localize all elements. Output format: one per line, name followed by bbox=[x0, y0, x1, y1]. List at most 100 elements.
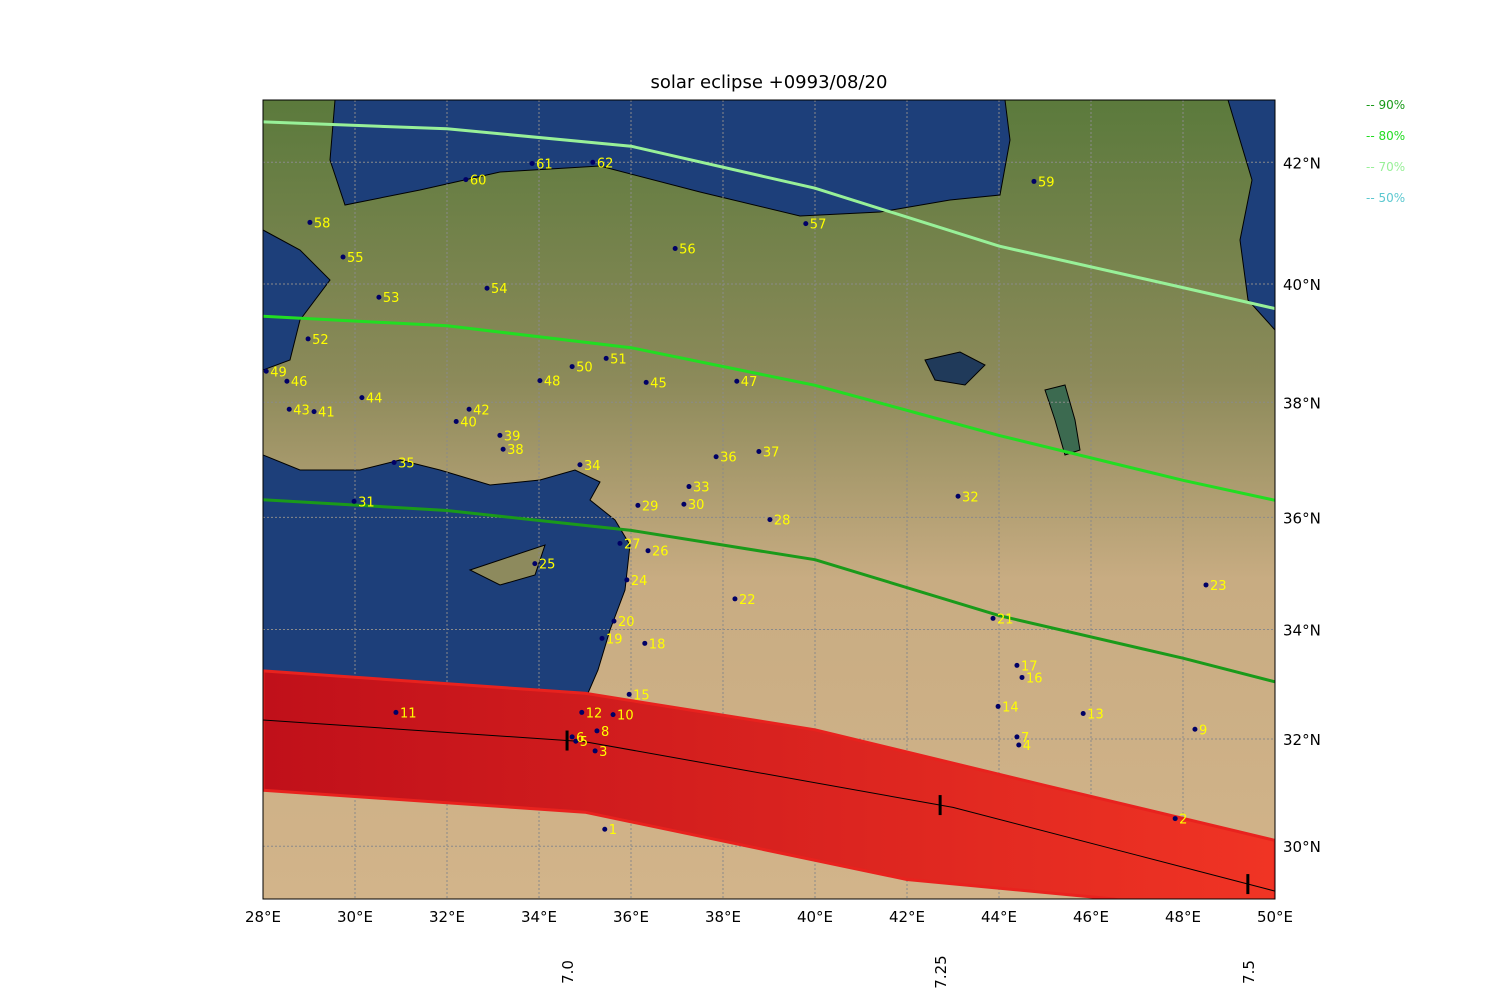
place-label: 34 bbox=[584, 459, 601, 474]
x-tick-label: 32°E bbox=[429, 908, 465, 926]
y-tick-label: 42°N bbox=[1283, 154, 1321, 172]
x-tick-label: 42°E bbox=[889, 908, 925, 926]
place-marker bbox=[643, 379, 649, 385]
aegean-sea bbox=[263, 229, 331, 371]
place-marker bbox=[603, 355, 609, 361]
y-tick-label: 40°N bbox=[1283, 276, 1321, 294]
place-marker bbox=[645, 548, 651, 554]
place-marker bbox=[537, 378, 543, 384]
place-label: 2 bbox=[1179, 813, 1187, 828]
legend-entry: -- 90% bbox=[1366, 98, 1405, 112]
place-label: 19 bbox=[606, 632, 623, 647]
place-marker bbox=[569, 364, 575, 370]
legend-entry: -- 50% bbox=[1366, 191, 1405, 205]
place-marker bbox=[351, 498, 357, 504]
place-marker bbox=[463, 177, 469, 183]
place-label: 9 bbox=[1199, 723, 1207, 738]
place-label: 42 bbox=[473, 403, 490, 418]
place-label: 50 bbox=[576, 361, 593, 376]
place-label: 41 bbox=[318, 406, 335, 421]
x-tick-label: 48°E bbox=[1165, 908, 1201, 926]
place-label: 4 bbox=[1023, 739, 1031, 754]
place-marker bbox=[592, 748, 598, 754]
place-label: 53 bbox=[383, 291, 400, 306]
place-marker bbox=[1192, 726, 1198, 732]
place-label: 22 bbox=[739, 593, 756, 608]
cyprus bbox=[468, 544, 546, 586]
place-marker bbox=[617, 540, 623, 546]
data-layers bbox=[263, 120, 1275, 899]
place-label: 8 bbox=[601, 725, 609, 740]
x-tick-label: 40°E bbox=[797, 908, 833, 926]
place-label: 18 bbox=[649, 637, 666, 652]
place-label: 5 bbox=[580, 735, 588, 750]
place-marker bbox=[1019, 674, 1025, 680]
place-label: 27 bbox=[624, 537, 641, 552]
place-label: 56 bbox=[679, 243, 696, 258]
place-marker bbox=[393, 709, 399, 715]
place-label: 32 bbox=[962, 490, 979, 505]
place-label: 37 bbox=[763, 446, 780, 461]
place-marker bbox=[284, 378, 290, 384]
place-marker bbox=[1080, 711, 1086, 717]
place-marker bbox=[756, 449, 762, 455]
place-marker bbox=[594, 728, 600, 734]
place-label: 15 bbox=[633, 688, 650, 703]
place-label: 47 bbox=[741, 375, 758, 390]
place-label: 57 bbox=[810, 218, 827, 233]
place-label: 3 bbox=[599, 745, 607, 760]
eclipse-center-line bbox=[263, 719, 1275, 892]
place-marker bbox=[359, 395, 365, 401]
y-tick-label: 32°N bbox=[1283, 731, 1321, 749]
place-label: 21 bbox=[997, 612, 1014, 627]
place-marker bbox=[642, 640, 648, 646]
x-tick-label: 34°E bbox=[521, 908, 557, 926]
place-marker bbox=[484, 285, 490, 291]
place-label: 25 bbox=[539, 558, 556, 573]
place-marker bbox=[376, 294, 382, 300]
place-label: 36 bbox=[720, 451, 737, 466]
contour-line bbox=[263, 120, 1275, 311]
place-label: 24 bbox=[631, 574, 648, 589]
place-label: 61 bbox=[536, 158, 553, 173]
labels: 28°E 30°E 32°E 34°E 36°E 38°E 40°E 42°E 44°E 46°E… bbox=[245, 154, 1321, 988]
place-marker bbox=[1172, 816, 1178, 822]
place-label: 58 bbox=[314, 216, 331, 231]
lake-van bbox=[924, 351, 986, 386]
place-label: 54 bbox=[491, 282, 508, 297]
place-marker bbox=[311, 409, 317, 415]
eclipse-band bbox=[263, 669, 1275, 899]
place-label: 12 bbox=[586, 706, 603, 721]
place-label: 17 bbox=[1021, 659, 1038, 674]
place-marker bbox=[1031, 178, 1037, 184]
place-marker bbox=[990, 615, 996, 621]
place-label: 16 bbox=[1026, 671, 1043, 686]
place-marker bbox=[599, 635, 605, 641]
time-tick-label: 7.0 bbox=[559, 960, 577, 984]
place-marker bbox=[529, 161, 535, 167]
place-label: 29 bbox=[642, 499, 659, 514]
place-label: 51 bbox=[610, 352, 627, 367]
place-marker bbox=[577, 462, 583, 468]
place-label: 28 bbox=[774, 514, 791, 529]
place-label: 40 bbox=[460, 415, 477, 430]
y-tick-label: 30°N bbox=[1283, 838, 1321, 856]
place-marker bbox=[497, 432, 503, 438]
place-label: 10 bbox=[617, 709, 634, 724]
place-label: 14 bbox=[1002, 700, 1019, 715]
place-marker bbox=[626, 691, 632, 697]
place-marker bbox=[500, 446, 506, 452]
place-marker bbox=[453, 418, 459, 424]
place-marker bbox=[610, 712, 616, 718]
time-tick-label: 7.25 bbox=[932, 955, 950, 988]
x-tick-label: 28°E bbox=[245, 908, 281, 926]
place-marker bbox=[624, 577, 630, 583]
place-marker bbox=[672, 246, 678, 252]
place-marker bbox=[307, 219, 313, 225]
y-tick-label: 36°N bbox=[1283, 509, 1321, 527]
place-label: 20 bbox=[618, 615, 635, 630]
map-frame bbox=[262, 99, 1276, 900]
place-marker bbox=[635, 502, 641, 508]
place-marker bbox=[391, 459, 397, 465]
x-tick-label: 50°E bbox=[1257, 908, 1293, 926]
